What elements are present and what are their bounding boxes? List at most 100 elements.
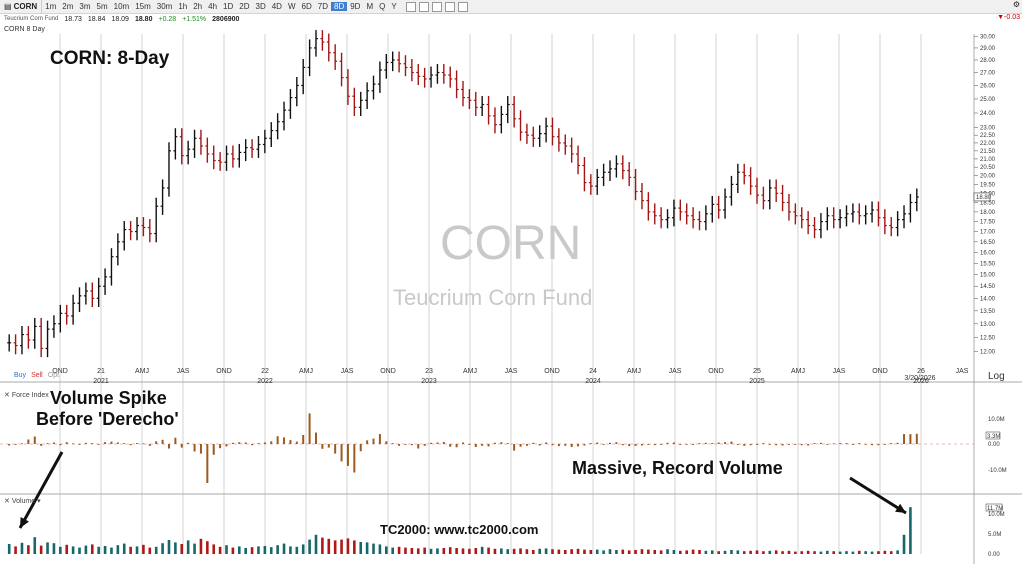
volume-label[interactable]: ✕ Volume ▾: [4, 498, 41, 505]
timeframe-W[interactable]: W: [287, 2, 296, 11]
volume-bar: [621, 549, 625, 554]
volume-bar: [506, 549, 510, 554]
timeframe-8D[interactable]: 8D: [331, 2, 348, 11]
pencil-icon[interactable]: [444, 1, 455, 12]
volume-bar: [691, 549, 695, 554]
eraser-icon[interactable]: [457, 1, 468, 12]
volume-spike-arrow-head: [20, 517, 29, 528]
volume-bar: [666, 549, 669, 554]
volume-bar: [717, 551, 720, 554]
force-index-label[interactable]: ✕ Force Index: [4, 392, 49, 399]
force-bar: [903, 434, 906, 444]
volume-spike-line1: Volume Spike: [50, 388, 167, 408]
force-bar: [244, 442, 247, 444]
timeframe-4h[interactable]: 4h: [208, 2, 218, 11]
force-bar: [410, 444, 413, 446]
buy-button[interactable]: Buy: [14, 372, 27, 379]
volume-bar: [180, 544, 184, 554]
quote-bar: Teucrium Corn Fund 18.73 18.84 18.09 18.…: [0, 14, 1022, 24]
force-bar: [768, 444, 771, 445]
y-tick-label: 13.50: [980, 309, 996, 315]
volume-bar: [161, 543, 164, 554]
timeframe-Y[interactable]: Y: [391, 2, 397, 11]
volume-bar: [832, 551, 836, 554]
record-volume-arrow-head: [895, 503, 906, 513]
force-bar: [724, 442, 727, 444]
sell-button[interactable]: Sell: [31, 372, 43, 379]
force-bar: [52, 442, 55, 444]
chart-icon: ▤: [4, 2, 12, 11]
x-tick-label: JAS: [505, 368, 518, 375]
timeframe-3D[interactable]: 3D: [255, 2, 266, 11]
force-bar: [378, 434, 381, 444]
timeframe-15m[interactable]: 15m: [135, 2, 151, 11]
timeframe-2D[interactable]: 2D: [239, 2, 250, 11]
force-bar: [110, 441, 113, 444]
timeframe-1h[interactable]: 1h: [178, 2, 188, 11]
y-tick-label: 17.50: [980, 220, 996, 226]
timeframe-2h[interactable]: 2h: [193, 2, 203, 11]
force-bar: [327, 444, 330, 448]
force-bar: [609, 442, 612, 444]
chart-tag[interactable]: CORN 8 Day: [4, 26, 45, 33]
log-scale-toggle[interactable]: Log: [988, 371, 1005, 382]
settings-gear-icon[interactable]: ⚙: [1012, 0, 1020, 9]
volume-bar: [193, 543, 196, 554]
timeframe-1m[interactable]: 1m: [45, 2, 57, 11]
timeframe-5m[interactable]: 5m: [96, 2, 108, 11]
volume-bar: [640, 549, 644, 554]
volume-bar: [653, 550, 657, 554]
force-bar: [167, 444, 170, 449]
volume-bar: [794, 551, 797, 554]
force-bar: [14, 444, 17, 445]
timeframe-M[interactable]: M: [366, 2, 374, 11]
x-tick-label: OND: [544, 368, 560, 375]
x-tick-label: 23: [425, 368, 433, 375]
opt-button[interactable]: Opt: [47, 372, 60, 379]
force-bar: [340, 444, 343, 462]
volume-bar: [340, 539, 343, 554]
force-bar: [506, 443, 509, 444]
timeframe-2m[interactable]: 2m: [62, 2, 74, 11]
volume-bar: [20, 542, 24, 554]
volume-bar: [608, 549, 612, 554]
force-y-label: 10.0M: [988, 417, 1005, 423]
symbol-box[interactable]: ▤ CORN: [0, 0, 43, 13]
volume-bar: [14, 546, 17, 554]
record-volume-annotation: Massive, Record Volume: [572, 458, 783, 478]
line-icon[interactable]: [418, 1, 429, 12]
grid-icon[interactable]: [405, 1, 416, 12]
force-bar: [890, 443, 893, 444]
force-index-text: Force Index: [11, 392, 49, 399]
force-bar: [263, 442, 266, 444]
volume-bar: [615, 550, 618, 554]
timeframe-3m[interactable]: 3m: [79, 2, 91, 11]
volume-bar: [385, 546, 388, 554]
y-tick-label: 16.50: [980, 240, 996, 246]
volume-bar: [551, 549, 554, 554]
force-bar: [493, 442, 496, 444]
text-icon[interactable]: [431, 1, 442, 12]
y-tick-label: 19.50: [980, 182, 996, 188]
x-tick-label: JAS: [669, 368, 682, 375]
volume-bar: [269, 547, 273, 554]
timeframe-30m[interactable]: 30m: [156, 2, 173, 11]
timeframe-4D[interactable]: 4D: [271, 2, 282, 11]
timeframe-10m[interactable]: 10m: [113, 2, 130, 11]
force-bar: [40, 444, 43, 446]
timeframe-6D[interactable]: 6D: [301, 2, 312, 11]
volume-spike-arrow: [18, 451, 64, 529]
timeframe-1D[interactable]: 1D: [223, 2, 234, 11]
force-bar: [666, 442, 669, 444]
volume-bar: [186, 540, 190, 554]
volume-bar: [250, 547, 254, 554]
y-tick-label: 18.00: [980, 210, 996, 216]
volume-bar: [378, 544, 382, 554]
timeframe-7D[interactable]: 7D: [317, 2, 328, 11]
volume-bar: [468, 548, 471, 554]
volume-bar: [154, 546, 158, 554]
timeframe-Q[interactable]: Q: [379, 2, 386, 11]
force-bar: [314, 432, 317, 444]
timeframe-9D[interactable]: 9D: [350, 2, 361, 11]
volume-bar: [206, 541, 209, 554]
